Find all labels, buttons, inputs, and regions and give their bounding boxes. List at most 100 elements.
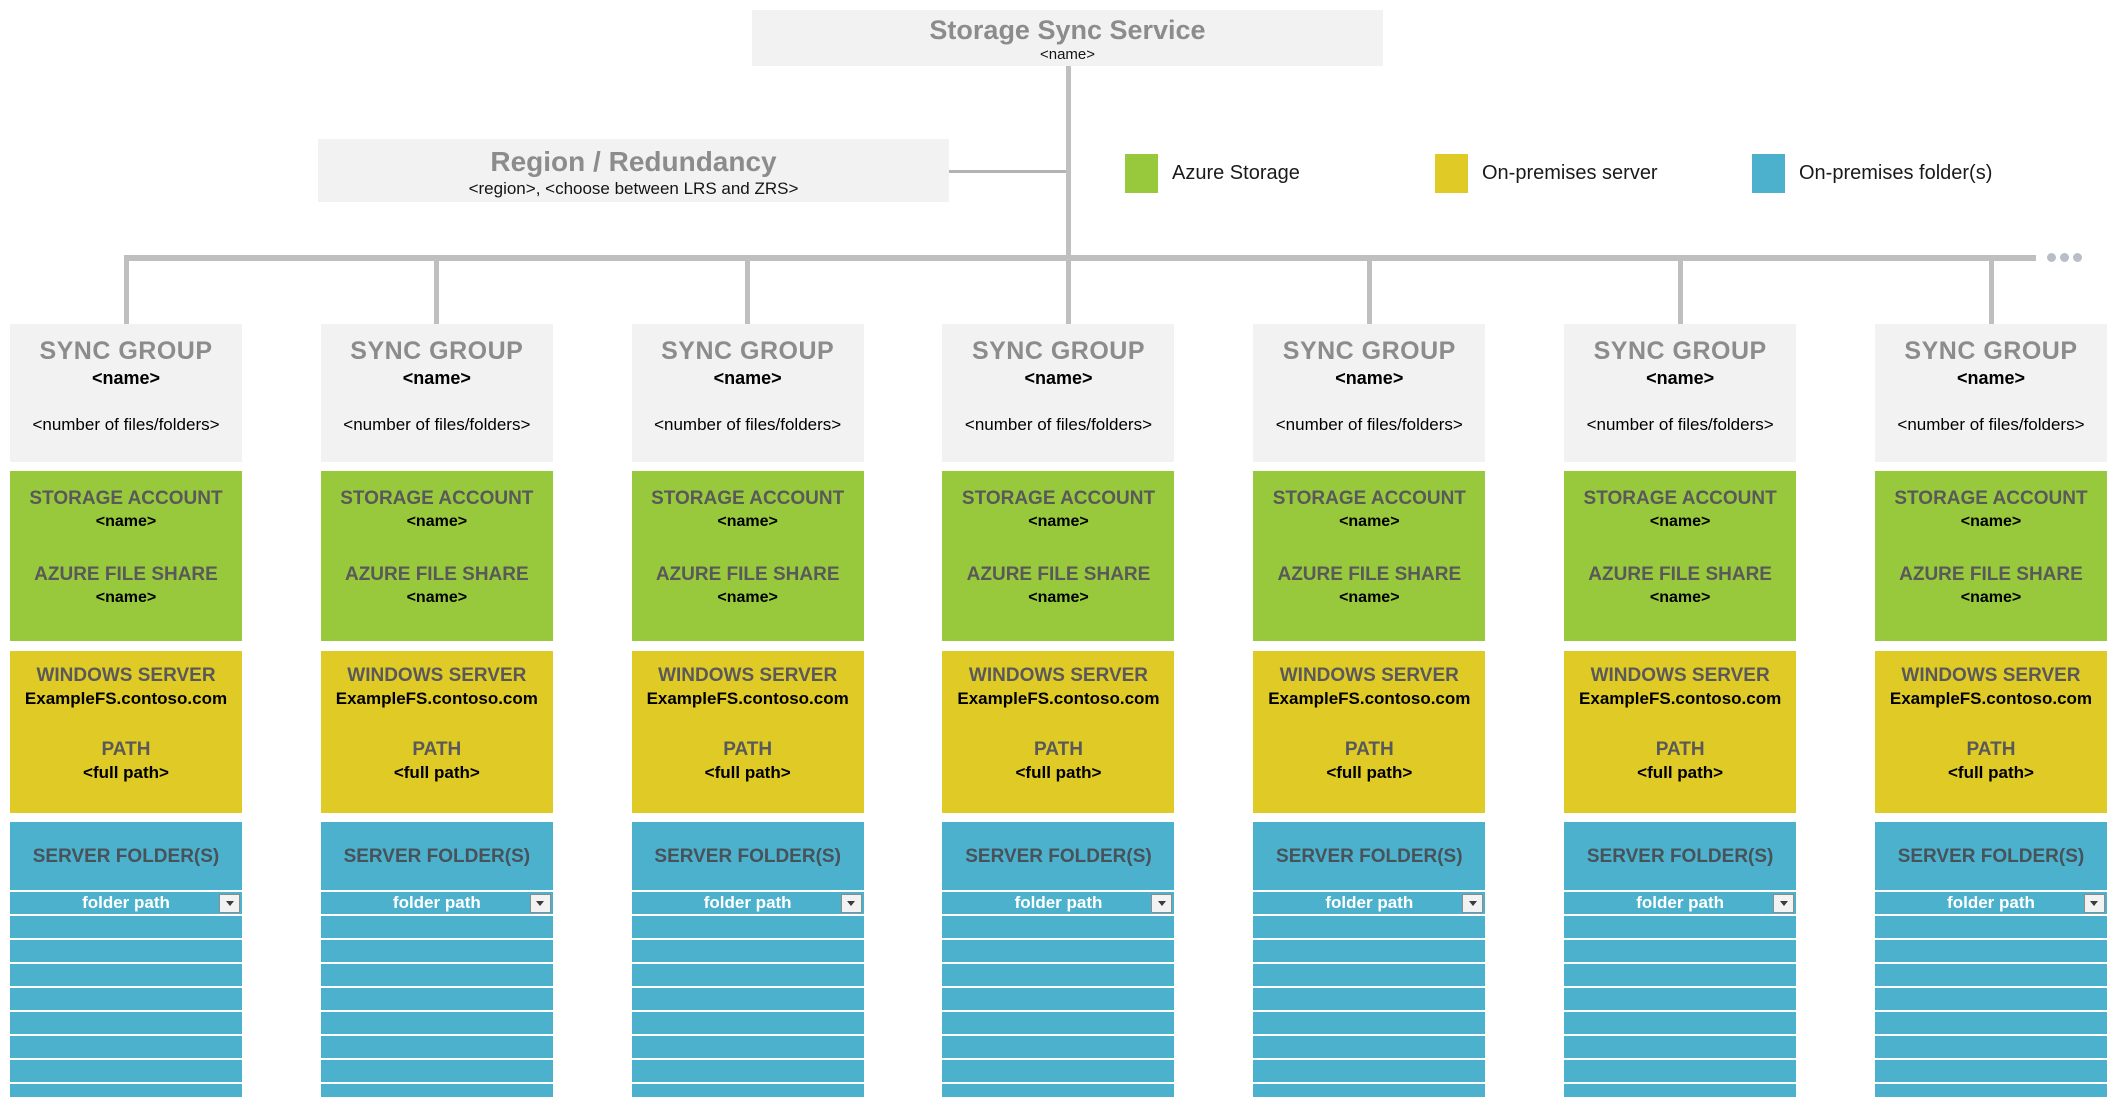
empty-folder-row[interactable] bbox=[942, 1082, 1175, 1097]
empty-folder-row[interactable] bbox=[1564, 962, 1797, 986]
storage-sync-service-title: Storage Sync Service bbox=[929, 15, 1206, 45]
windows-server-name: ExampleFS.contoso.com bbox=[1268, 689, 1471, 708]
empty-folder-row[interactable] bbox=[1874, 1082, 2107, 1097]
empty-folder-row[interactable] bbox=[1874, 986, 2107, 1010]
empty-folder-row[interactable] bbox=[942, 962, 1175, 986]
empty-folder-row[interactable] bbox=[1874, 938, 2107, 962]
empty-folder-row[interactable] bbox=[320, 1010, 553, 1034]
empty-folder-row[interactable] bbox=[942, 1034, 1175, 1058]
empty-folder-row[interactable] bbox=[10, 1010, 242, 1034]
empty-folder-row[interactable] bbox=[1874, 962, 2107, 986]
empty-folder-row[interactable] bbox=[631, 1082, 864, 1097]
azure-file-share-label: AZURE FILE SHARE bbox=[966, 564, 1151, 585]
label-value-pair: STORAGE ACCOUNT <name> bbox=[942, 487, 1174, 533]
folder-path-cell[interactable]: folder path bbox=[631, 890, 864, 914]
azure-file-share-label: AZURE FILE SHARE bbox=[1277, 564, 1462, 585]
on-premises-folders-swatch bbox=[1752, 154, 1785, 193]
folder-path-cell[interactable]: folder path bbox=[1564, 890, 1797, 914]
folder-path-cell[interactable]: folder path bbox=[320, 890, 553, 914]
empty-folder-row[interactable] bbox=[1874, 1010, 2107, 1034]
empty-folder-row[interactable] bbox=[10, 1034, 242, 1058]
dropdown-button[interactable] bbox=[2083, 894, 2105, 913]
empty-folder-row[interactable] bbox=[320, 962, 553, 986]
path-value: <full path> bbox=[1015, 763, 1102, 782]
windows-server-name: ExampleFS.contoso.com bbox=[1889, 689, 2093, 708]
empty-folder-row[interactable] bbox=[10, 986, 242, 1010]
folder-path-cell[interactable]: folder path bbox=[1874, 890, 2107, 914]
empty-folder-row[interactable] bbox=[320, 938, 553, 962]
empty-folder-row[interactable] bbox=[1874, 914, 2107, 938]
empty-folder-row[interactable] bbox=[631, 986, 864, 1010]
folder-path-cell[interactable]: folder path bbox=[1253, 890, 1486, 914]
folder-path-text: folder path bbox=[1636, 893, 1725, 912]
empty-folder-row[interactable] bbox=[10, 962, 242, 986]
empty-folder-row[interactable] bbox=[1253, 938, 1486, 962]
empty-folder-row[interactable] bbox=[1253, 1058, 1486, 1082]
path-label: PATH bbox=[723, 739, 773, 760]
empty-folder-row[interactable] bbox=[10, 1082, 242, 1097]
empty-folder-row[interactable] bbox=[631, 914, 864, 938]
storage-account-label: STORAGE ACCOUNT bbox=[961, 488, 1156, 509]
windows-server-box: WINDOWS SERVER ExampleFS.contoso.com PAT… bbox=[942, 651, 1175, 813]
dropdown-button[interactable] bbox=[1151, 894, 1173, 913]
azure-storage-box: STORAGE ACCOUNT <name> AZURE FILE SHARE … bbox=[10, 471, 242, 641]
azure-file-share-label: AZURE FILE SHARE bbox=[344, 564, 529, 585]
empty-folder-row[interactable] bbox=[1253, 986, 1486, 1010]
empty-folder-row[interactable] bbox=[1874, 1034, 2107, 1058]
windows-server-name: ExampleFS.contoso.com bbox=[335, 689, 538, 708]
empty-folder-row[interactable] bbox=[942, 938, 1175, 962]
empty-folder-row[interactable] bbox=[1564, 1082, 1797, 1097]
windows-server-label: WINDOWS SERVER bbox=[347, 665, 527, 686]
empty-folder-row[interactable] bbox=[631, 962, 864, 986]
empty-folder-row[interactable] bbox=[320, 914, 553, 938]
empty-folder-row[interactable] bbox=[1564, 938, 1797, 962]
dropdown-button[interactable] bbox=[219, 894, 240, 913]
dropdown-button[interactable] bbox=[1462, 894, 1484, 913]
empty-folder-row[interactable] bbox=[1564, 914, 1797, 938]
server-folders-label: SERVER FOLDER(S) bbox=[343, 846, 531, 867]
empty-folder-row[interactable] bbox=[320, 1034, 553, 1058]
windows-server-name: ExampleFS.contoso.com bbox=[24, 689, 228, 708]
dropdown-button[interactable] bbox=[840, 894, 862, 913]
sync-group-column: SYNC GROUP <name> <number of files/folde… bbox=[942, 324, 1175, 1097]
folder-path-cell[interactable]: folder path bbox=[942, 890, 1175, 914]
empty-folder-row[interactable] bbox=[320, 986, 553, 1010]
empty-folder-row[interactable] bbox=[1874, 1058, 2107, 1082]
folder-path-cell[interactable]: folder path bbox=[10, 890, 242, 914]
empty-folder-row[interactable] bbox=[942, 986, 1175, 1010]
dropdown-button[interactable] bbox=[1773, 894, 1795, 913]
empty-folder-row[interactable] bbox=[1253, 1034, 1486, 1058]
empty-folder-row[interactable] bbox=[10, 938, 242, 962]
empty-folder-row[interactable] bbox=[1564, 1034, 1797, 1058]
folder-rows: folder path bbox=[1253, 890, 1486, 1097]
empty-folder-row[interactable] bbox=[1253, 1010, 1486, 1034]
empty-folder-row[interactable] bbox=[320, 1082, 553, 1097]
sync-group-title: SYNC GROUP bbox=[350, 337, 524, 365]
path-value: <full path> bbox=[393, 763, 480, 782]
empty-folder-row[interactable] bbox=[1253, 1082, 1486, 1097]
sync-group-column: SYNC GROUP <name> <number of files/folde… bbox=[1874, 324, 2107, 1097]
empty-folder-row[interactable] bbox=[631, 1010, 864, 1034]
empty-folder-row[interactable] bbox=[1564, 1058, 1797, 1082]
empty-folder-row[interactable] bbox=[10, 914, 242, 938]
empty-folder-row[interactable] bbox=[631, 1058, 864, 1082]
empty-folder-row[interactable] bbox=[1564, 986, 1797, 1010]
server-folders-label: SERVER FOLDER(S) bbox=[1897, 846, 2085, 867]
folder-path-text: folder path bbox=[82, 893, 170, 912]
label-value-pair: AZURE FILE SHARE <name> bbox=[1564, 563, 1796, 609]
empty-folder-row[interactable] bbox=[1564, 1010, 1797, 1034]
empty-folder-row[interactable] bbox=[1253, 914, 1486, 938]
storage-account-label: STORAGE ACCOUNT bbox=[340, 488, 534, 509]
empty-folder-row[interactable] bbox=[1253, 962, 1486, 986]
empty-folder-row[interactable] bbox=[10, 1058, 242, 1082]
label-value-pair: PATH <full path> bbox=[632, 738, 864, 784]
sync-group-header: SYNC GROUP <name> <number of files/folde… bbox=[10, 324, 242, 462]
empty-folder-row[interactable] bbox=[942, 1058, 1175, 1082]
empty-folder-row[interactable] bbox=[631, 938, 864, 962]
windows-server-label: WINDOWS SERVER bbox=[968, 665, 1149, 686]
dropdown-button[interactable] bbox=[529, 894, 551, 913]
empty-folder-row[interactable] bbox=[942, 1010, 1175, 1034]
empty-folder-row[interactable] bbox=[320, 1058, 553, 1082]
empty-folder-row[interactable] bbox=[631, 1034, 864, 1058]
empty-folder-row[interactable] bbox=[942, 914, 1175, 938]
